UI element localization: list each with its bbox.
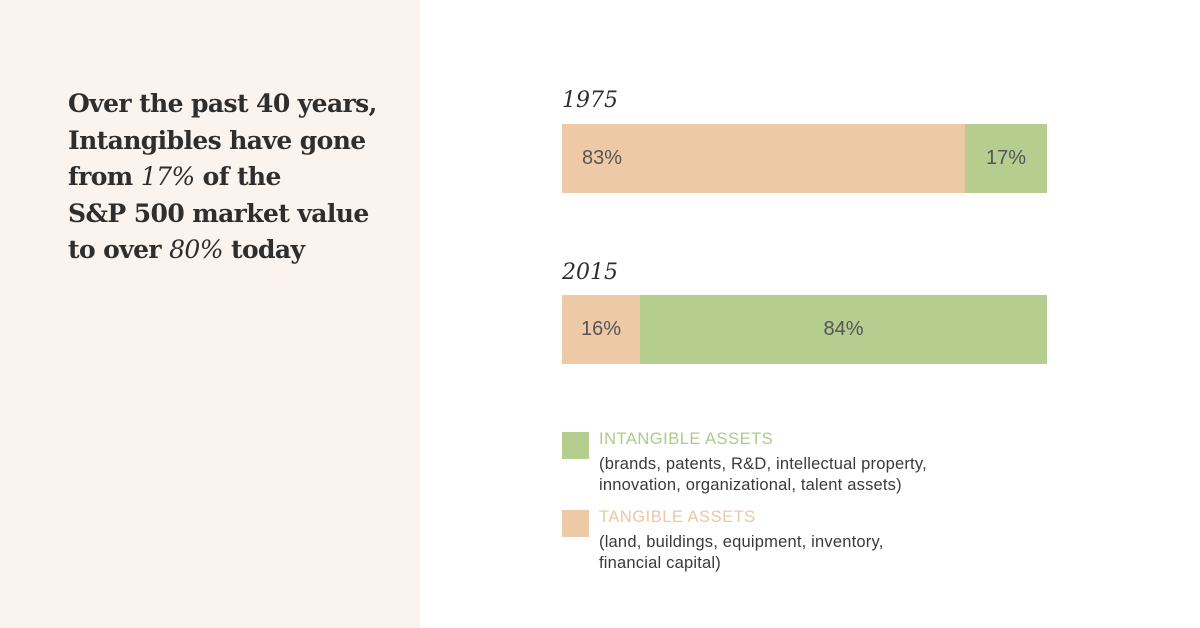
data-label: 84% <box>823 318 864 340</box>
legend-description-line: (brands, patents, R&D, intellectual prop… <box>599 455 927 473</box>
bar-segment-tangible-1975: 83% <box>562 124 965 193</box>
headline-line: S&P 500 market value <box>68 198 369 228</box>
headline-line: from 17% of the <box>68 159 398 196</box>
bar-segment-intangible-2015: 84% <box>640 295 1047 364</box>
headline-line: Over the past 40 years, <box>68 89 377 118</box>
legend-item-tangible: TANGIBLE ASSETS (land, buildings, equipm… <box>562 508 1082 586</box>
legend-item-intangible: INTANGIBLE ASSETS (brands, patents, R&D,… <box>562 430 1082 508</box>
headline: Over the past 40 years, Intangibles have… <box>68 86 398 269</box>
headline-text: from <box>68 162 141 191</box>
bar-1975: 83% 17% <box>562 124 1047 193</box>
legend-description-line: innovation, organizational, talent asset… <box>599 476 902 494</box>
legend-title: TANGIBLE ASSETS <box>599 508 756 526</box>
legend-description-line: (land, buildings, equipment, inventory, <box>599 533 884 551</box>
legend-description: (land, buildings, equipment, inventory, … <box>599 532 1019 574</box>
headline-text: to over <box>68 235 170 264</box>
legend-title: INTANGIBLE ASSETS <box>599 430 774 448</box>
headline-text: of the <box>194 162 282 191</box>
headline-line: to over 80% today <box>68 232 398 269</box>
headline-emphasis: 80% <box>169 235 223 264</box>
data-label: 17% <box>985 147 1027 169</box>
bar-2015: 16% 84% <box>562 295 1047 364</box>
legend-description-line: financial capital) <box>599 554 721 572</box>
left-panel: Over the past 40 years, Intangibles have… <box>0 0 420 628</box>
category-label-2015: 2015 <box>562 260 618 285</box>
data-label: 16% <box>580 318 622 340</box>
headline-line: Intangibles have gone <box>68 125 366 155</box>
headline-emphasis: 17% <box>140 162 195 191</box>
data-label: 83% <box>582 147 623 169</box>
stacked-bar-chart: 1975 83% 17% 2015 16% 84% INTANGIBLE ASSET… <box>562 0 1082 628</box>
legend-swatch-tangible <box>562 510 589 537</box>
bar-segment-intangible-1975: 17% <box>965 124 1047 193</box>
bar-segment-tangible-2015: 16% <box>562 295 640 364</box>
legend-description: (brands, patents, R&D, intellectual prop… <box>599 454 1019 496</box>
headline-text: today <box>222 235 305 264</box>
legend: INTANGIBLE ASSETS (brands, patents, R&D,… <box>562 430 1082 586</box>
legend-swatch-intangible <box>562 432 589 459</box>
category-label-1975: 1975 <box>562 88 618 113</box>
